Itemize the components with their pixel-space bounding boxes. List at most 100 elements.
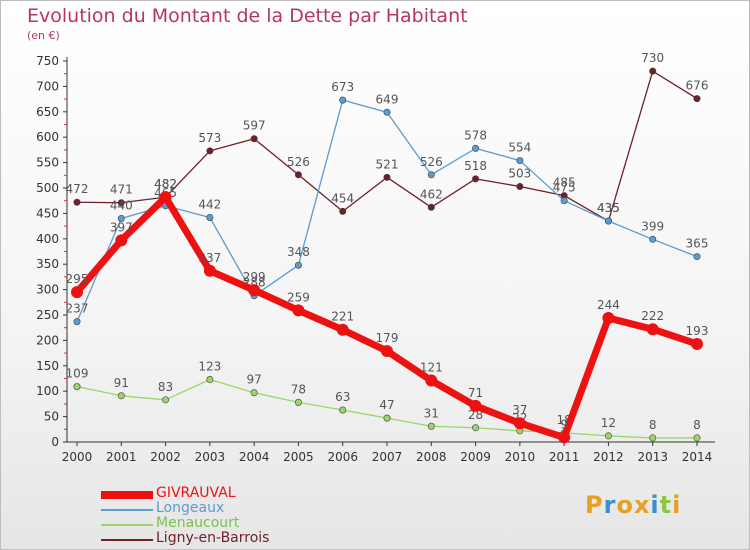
x-tick-label: 2009 bbox=[460, 450, 491, 464]
y-tick-label: 600 bbox=[36, 130, 59, 144]
y-tick-label: 50 bbox=[44, 410, 59, 424]
data-point bbox=[425, 374, 438, 387]
logo-letter: i bbox=[650, 491, 660, 519]
data-label: 78 bbox=[291, 382, 306, 396]
data-point bbox=[206, 147, 214, 155]
data-label: 295 bbox=[66, 272, 89, 286]
data-point bbox=[203, 264, 216, 277]
data-point bbox=[115, 234, 128, 247]
data-point bbox=[381, 345, 393, 358]
data-point bbox=[117, 214, 125, 222]
data-point bbox=[469, 399, 482, 412]
data-point bbox=[691, 337, 703, 350]
data-point bbox=[339, 96, 347, 104]
data-point bbox=[117, 199, 125, 207]
data-label: 462 bbox=[420, 187, 443, 201]
data-point bbox=[206, 376, 214, 384]
data-label: 526 bbox=[420, 155, 443, 169]
y-tick-label: 0 bbox=[51, 435, 59, 449]
y-tick-label: 200 bbox=[36, 333, 59, 347]
data-label: 526 bbox=[287, 155, 310, 169]
data-label: 179 bbox=[376, 331, 399, 345]
data-label: 435 bbox=[597, 201, 620, 215]
data-point bbox=[383, 414, 391, 422]
data-label: 71 bbox=[468, 386, 483, 400]
logo-letter: i bbox=[672, 491, 682, 519]
legend-label: Ligny-en-Barrois bbox=[156, 530, 270, 546]
data-point bbox=[339, 207, 347, 215]
x-tick-label: 2001 bbox=[106, 450, 137, 464]
data-point bbox=[73, 198, 81, 206]
data-label: 518 bbox=[464, 159, 487, 173]
data-label: 109 bbox=[66, 367, 89, 381]
x-tick-label: 2007 bbox=[372, 450, 403, 464]
x-tick-label: 2008 bbox=[416, 450, 447, 464]
data-label: 397 bbox=[110, 220, 133, 234]
data-label: 503 bbox=[508, 166, 531, 180]
data-point bbox=[339, 406, 347, 414]
data-label: 440 bbox=[110, 198, 133, 212]
logo-letter: x bbox=[633, 491, 651, 519]
x-tick-label: 2002 bbox=[150, 450, 181, 464]
data-label: 676 bbox=[686, 79, 709, 93]
legend-swatch bbox=[101, 524, 153, 526]
data-point bbox=[649, 434, 657, 442]
data-label: 31 bbox=[424, 406, 439, 420]
x-tick-label: 2003 bbox=[195, 450, 226, 464]
data-point bbox=[73, 318, 81, 326]
y-tick-label: 250 bbox=[36, 308, 59, 322]
data-point bbox=[649, 67, 657, 75]
data-point bbox=[427, 171, 435, 179]
data-label: 47 bbox=[379, 398, 394, 412]
y-tick-label: 500 bbox=[36, 181, 59, 195]
data-label: 83 bbox=[158, 380, 173, 394]
data-label: 259 bbox=[287, 290, 310, 304]
proxiti-logo: Proxiti bbox=[585, 491, 681, 519]
data-point bbox=[71, 286, 83, 299]
data-point bbox=[427, 203, 435, 211]
data-label: 348 bbox=[287, 245, 310, 259]
data-label: 63 bbox=[335, 390, 350, 404]
y-tick-label: 400 bbox=[36, 232, 59, 246]
data-point bbox=[206, 213, 214, 221]
data-point bbox=[294, 171, 302, 179]
legend-swatch bbox=[101, 539, 153, 541]
chart-unit-label: (en €) bbox=[27, 29, 60, 42]
data-point bbox=[558, 431, 571, 444]
data-label: 8 bbox=[693, 418, 701, 432]
data-label: 12 bbox=[601, 416, 616, 430]
data-point bbox=[117, 392, 125, 400]
data-point bbox=[250, 135, 258, 143]
data-label: 521 bbox=[376, 157, 399, 171]
legend-label: GIVRAUVAL bbox=[156, 485, 236, 501]
data-point bbox=[649, 235, 657, 243]
logo-letter: P bbox=[585, 491, 604, 519]
y-tick-label: 650 bbox=[36, 105, 59, 119]
y-tick-label: 350 bbox=[36, 257, 59, 271]
data-point bbox=[516, 157, 524, 165]
data-label: 299 bbox=[243, 270, 266, 284]
data-label: 471 bbox=[110, 183, 133, 197]
x-tick-label: 2013 bbox=[637, 450, 668, 464]
data-label: 482 bbox=[154, 177, 177, 191]
data-point bbox=[472, 144, 480, 152]
data-label: 244 bbox=[597, 298, 620, 312]
data-label: 91 bbox=[114, 376, 129, 390]
data-point bbox=[602, 312, 615, 325]
data-label: 578 bbox=[464, 128, 487, 142]
data-point bbox=[693, 95, 701, 103]
y-tick-label: 750 bbox=[36, 54, 59, 68]
data-label: 9 bbox=[560, 417, 568, 431]
logo-letter: r bbox=[603, 491, 617, 519]
data-point bbox=[472, 175, 480, 183]
data-point bbox=[248, 284, 261, 297]
data-point bbox=[159, 191, 172, 204]
data-label: 37 bbox=[512, 403, 527, 417]
data-point bbox=[513, 417, 526, 430]
data-label: 221 bbox=[331, 310, 354, 324]
x-tick-label: 2012 bbox=[593, 450, 624, 464]
x-tick-label: 2010 bbox=[505, 450, 536, 464]
data-label: 121 bbox=[420, 361, 443, 375]
data-label: 435 bbox=[597, 201, 620, 215]
